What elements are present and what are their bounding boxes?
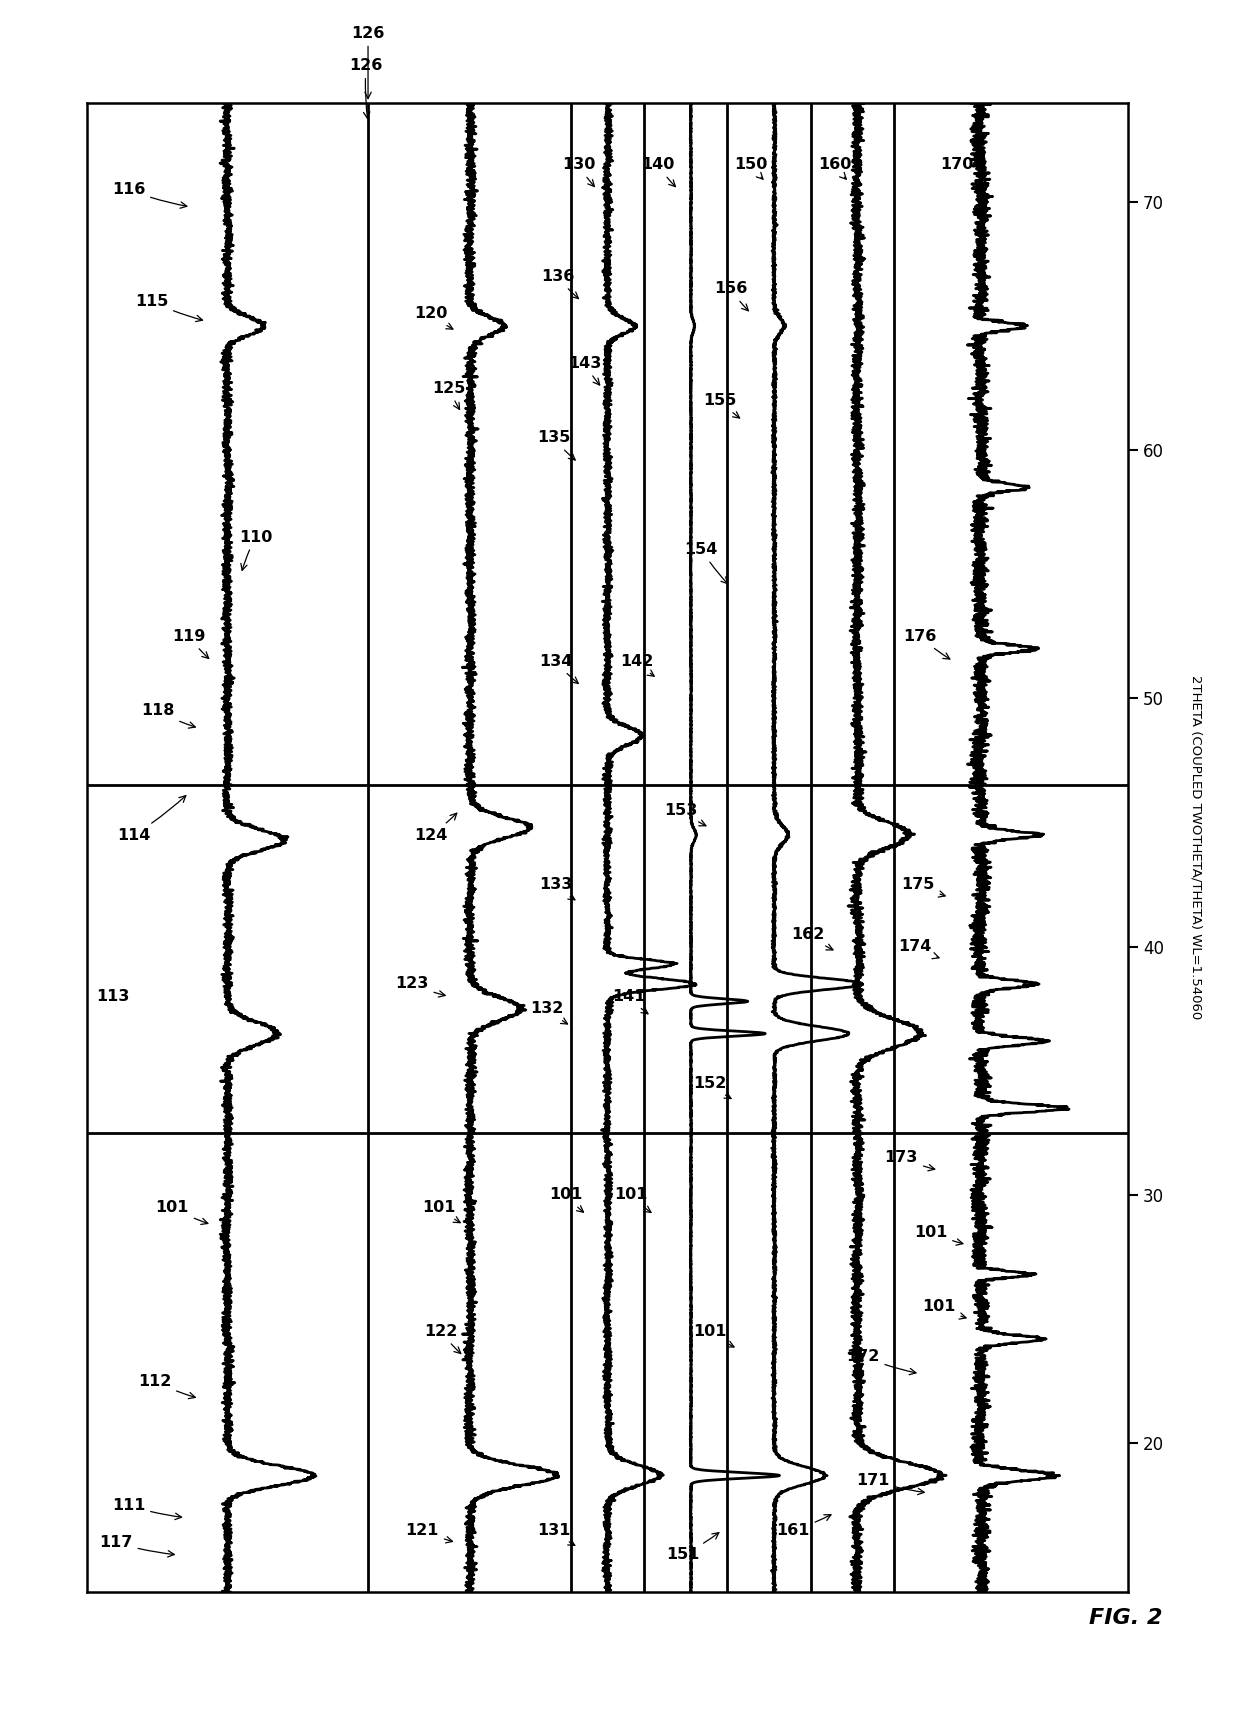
Text: 136: 136 <box>541 269 578 298</box>
Text: 134: 134 <box>539 654 578 683</box>
Text: 101: 101 <box>923 1299 966 1320</box>
Text: 162: 162 <box>791 926 833 950</box>
Text: 126: 126 <box>350 58 383 118</box>
Text: 112: 112 <box>138 1373 195 1399</box>
Text: 101: 101 <box>549 1188 584 1212</box>
Text: 133: 133 <box>539 877 575 901</box>
Text: 156: 156 <box>714 281 749 312</box>
Text: 143: 143 <box>568 356 601 385</box>
Text: 117: 117 <box>99 1536 175 1556</box>
Text: 123: 123 <box>396 976 445 996</box>
Text: 118: 118 <box>141 704 196 728</box>
Text: 132: 132 <box>531 1002 568 1024</box>
Text: 101: 101 <box>914 1224 963 1245</box>
Text: 176: 176 <box>904 628 950 659</box>
Text: 125: 125 <box>433 380 466 409</box>
Text: 122: 122 <box>424 1323 461 1354</box>
Text: FIG. 2: FIG. 2 <box>1089 1608 1163 1628</box>
Text: 101: 101 <box>155 1200 208 1224</box>
Text: 131: 131 <box>537 1522 575 1546</box>
Text: 101: 101 <box>422 1200 460 1222</box>
Text: 110: 110 <box>239 529 273 570</box>
Text: 101: 101 <box>693 1323 734 1347</box>
Text: 170: 170 <box>940 158 973 173</box>
Y-axis label: 2THETA (COUPLED TWOTHETA/THETA) WL=1.54060: 2THETA (COUPLED TWOTHETA/THETA) WL=1.540… <box>1190 675 1203 1020</box>
Text: 150: 150 <box>734 158 768 180</box>
Text: 113: 113 <box>97 990 129 1003</box>
Text: 114: 114 <box>117 796 186 842</box>
Text: 152: 152 <box>693 1075 732 1099</box>
Text: 119: 119 <box>172 628 208 659</box>
Text: 153: 153 <box>663 803 706 825</box>
Text: 154: 154 <box>684 543 728 584</box>
Text: 175: 175 <box>901 877 945 897</box>
Text: 171: 171 <box>857 1472 924 1495</box>
Text: 155: 155 <box>703 394 739 418</box>
Text: 161: 161 <box>776 1515 831 1537</box>
Text: 101: 101 <box>614 1188 651 1212</box>
Text: 140: 140 <box>641 158 676 187</box>
Text: 120: 120 <box>414 306 453 329</box>
Text: 151: 151 <box>666 1532 719 1563</box>
Text: 173: 173 <box>884 1150 935 1171</box>
Text: 116: 116 <box>112 181 187 209</box>
Text: 160: 160 <box>818 158 852 180</box>
Text: 111: 111 <box>112 1498 181 1520</box>
Text: 142: 142 <box>620 654 655 676</box>
Text: 126: 126 <box>351 26 384 99</box>
Text: 121: 121 <box>405 1522 453 1543</box>
Text: 124: 124 <box>414 813 456 842</box>
Text: 130: 130 <box>562 158 595 187</box>
Text: 115: 115 <box>135 294 202 322</box>
Text: 135: 135 <box>537 430 575 461</box>
Text: 141: 141 <box>611 990 649 1014</box>
Text: 172: 172 <box>846 1349 916 1375</box>
Text: 174: 174 <box>898 940 939 959</box>
